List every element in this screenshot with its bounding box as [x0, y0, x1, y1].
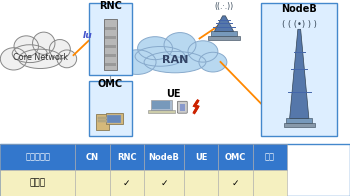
Bar	[105, 45, 116, 48]
Bar	[184, 170, 218, 196]
Bar	[253, 170, 287, 196]
Text: 相关性: 相关性	[29, 179, 46, 188]
Bar	[261, 4, 337, 136]
Ellipse shape	[144, 52, 206, 73]
Text: UE: UE	[166, 89, 181, 99]
Bar	[0, 144, 75, 170]
Ellipse shape	[118, 50, 156, 74]
Polygon shape	[290, 29, 309, 118]
Text: 其它: 其它	[265, 153, 275, 162]
Bar	[107, 115, 121, 122]
Bar	[180, 104, 185, 111]
Ellipse shape	[49, 40, 70, 59]
Text: NodeB: NodeB	[148, 153, 180, 162]
Bar	[208, 36, 240, 40]
Text: ((.·.)): ((.·.))	[215, 2, 233, 11]
Bar	[184, 144, 218, 170]
Ellipse shape	[33, 32, 55, 54]
Bar	[284, 123, 315, 127]
Bar	[218, 170, 253, 196]
Bar	[110, 170, 144, 196]
Bar	[106, 113, 123, 124]
Bar	[148, 110, 175, 113]
Text: Core Network: Core Network	[13, 53, 68, 62]
Bar	[110, 144, 144, 170]
Text: OMC: OMC	[225, 153, 246, 162]
Text: OMC: OMC	[98, 79, 123, 89]
Text: ✓: ✓	[232, 179, 239, 188]
Bar	[105, 54, 116, 57]
Bar	[104, 19, 117, 70]
Bar	[96, 114, 108, 130]
Bar	[286, 118, 312, 123]
Bar	[211, 32, 237, 36]
Ellipse shape	[14, 36, 38, 57]
Text: RNC: RNC	[117, 153, 136, 162]
Ellipse shape	[0, 48, 27, 70]
FancyBboxPatch shape	[177, 101, 187, 113]
Text: RNC: RNC	[99, 1, 122, 11]
Bar	[98, 117, 107, 119]
Text: ✓: ✓	[123, 179, 131, 188]
Bar	[105, 27, 116, 30]
Bar	[75, 144, 110, 170]
Text: Iu: Iu	[83, 31, 93, 40]
Text: RAN: RAN	[162, 55, 188, 65]
Bar	[218, 144, 253, 170]
Text: ✓: ✓	[160, 179, 168, 188]
Bar	[0, 170, 75, 196]
Ellipse shape	[12, 45, 47, 63]
Polygon shape	[214, 16, 234, 32]
Text: NodeB: NodeB	[281, 4, 317, 14]
Ellipse shape	[188, 41, 218, 62]
Bar	[253, 144, 287, 170]
Bar	[144, 170, 184, 196]
Bar	[0, 144, 350, 196]
Text: ( ( (•) ) ): ( ( (•) ) )	[282, 21, 317, 29]
Bar	[75, 170, 110, 196]
Bar	[105, 36, 116, 39]
Bar	[89, 4, 132, 75]
Ellipse shape	[199, 52, 227, 72]
Ellipse shape	[19, 49, 62, 69]
Text: UE: UE	[195, 153, 208, 162]
Ellipse shape	[57, 50, 77, 68]
Bar	[98, 121, 107, 122]
Ellipse shape	[164, 33, 196, 57]
Ellipse shape	[135, 46, 185, 66]
Bar	[105, 63, 116, 66]
Bar	[151, 100, 172, 110]
Ellipse shape	[138, 37, 173, 60]
Text: 网元或设备: 网元或设备	[25, 153, 50, 162]
Bar	[152, 101, 170, 109]
Bar	[89, 81, 132, 136]
Text: CN: CN	[86, 153, 99, 162]
Bar	[144, 144, 184, 170]
